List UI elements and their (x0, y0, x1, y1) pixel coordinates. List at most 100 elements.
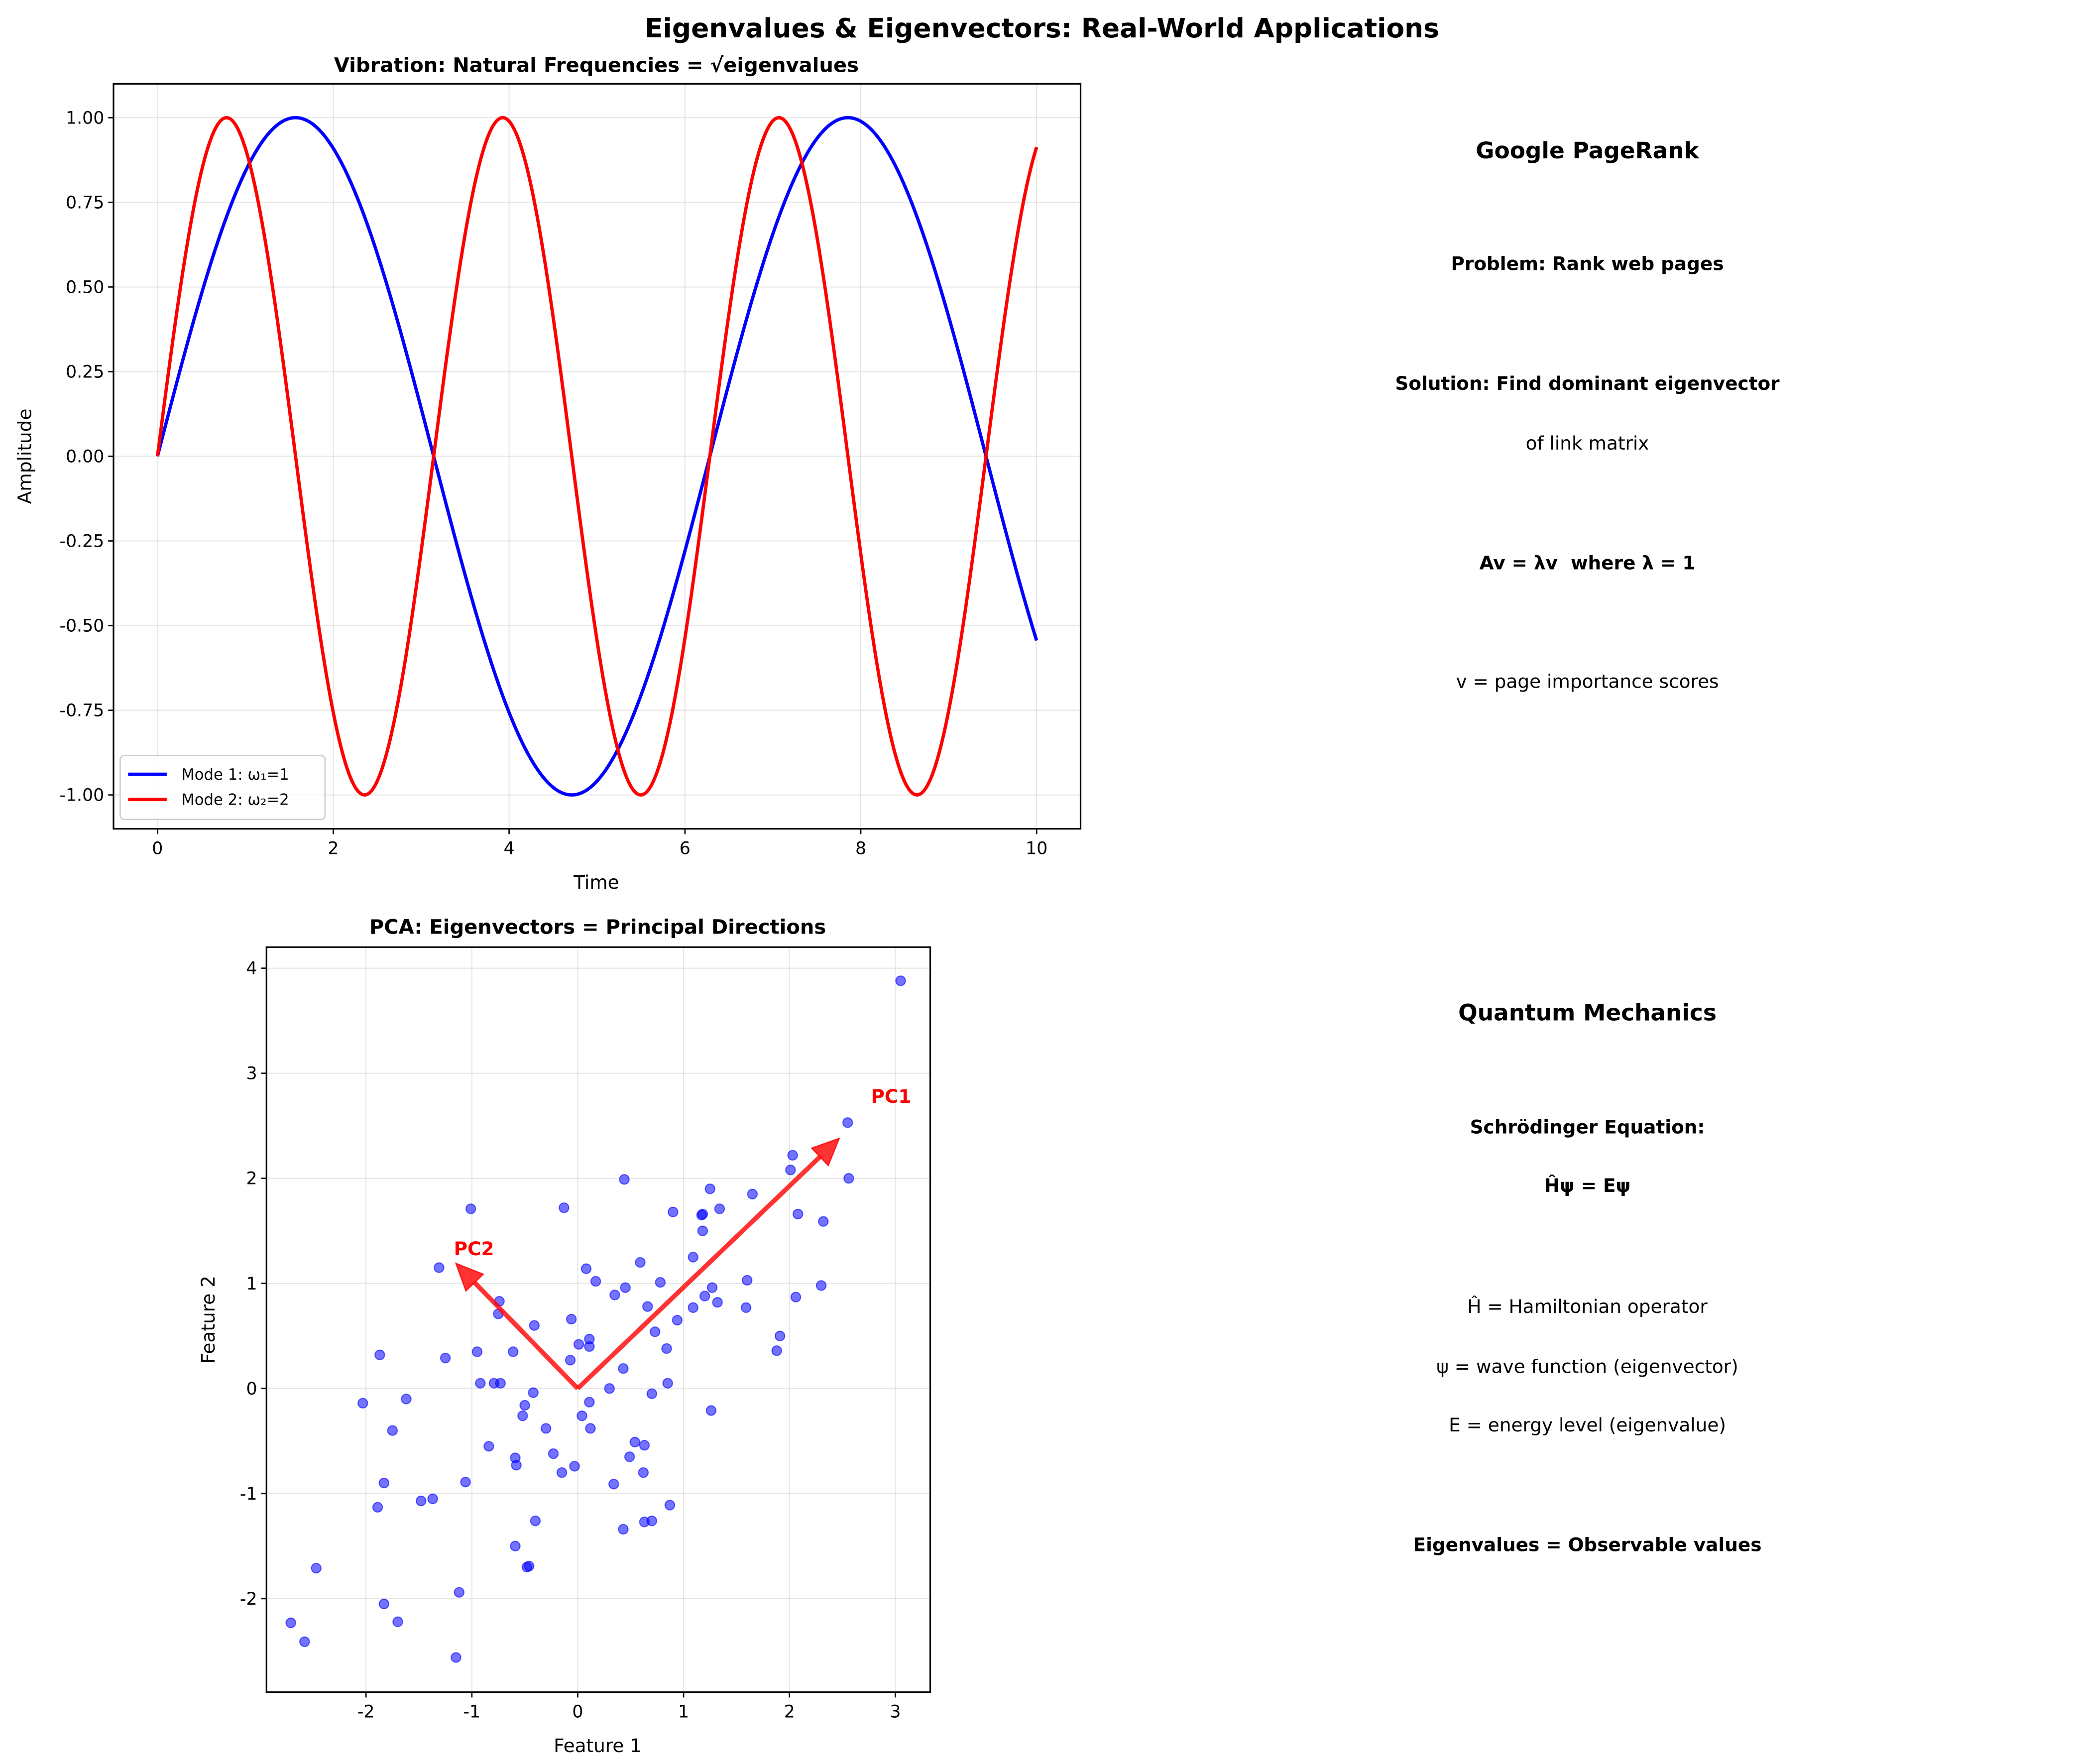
data-point (460, 1476, 471, 1488)
data-point (471, 1346, 483, 1357)
data-point (790, 1292, 802, 1302)
quantum-panel: Quantum Mechanics Schrödinger Equation: … (1413, 999, 1762, 1555)
x-tick-label: 6 (680, 838, 691, 858)
x-tick-label: 0 (152, 838, 163, 858)
data-point (530, 1516, 541, 1527)
data-point (618, 1524, 629, 1535)
data-point (639, 1440, 650, 1451)
y-tick-label: 2 (246, 1169, 257, 1189)
data-point (475, 1378, 486, 1389)
data-point (712, 1297, 723, 1308)
x-tick-label: 2 (328, 838, 339, 858)
y-tick-label: -1.00 (59, 786, 104, 806)
series-line-mode1 (156, 116, 1038, 797)
data-point (451, 1652, 461, 1663)
x-tick-label: -1 (463, 1702, 480, 1722)
x-tick-label: 10 (1026, 838, 1047, 858)
vibration-plot-title: Vibration: Natural Frequencies = √eigenv… (334, 54, 859, 77)
data-point (793, 1208, 804, 1220)
pagerank-problem: Problem: Rank web pages (1451, 252, 1724, 274)
data-point (590, 1276, 601, 1287)
pagerank-solution: Solution: Find dominant eigenvector (1395, 372, 1780, 394)
data-point (688, 1302, 698, 1313)
data-point (401, 1394, 412, 1405)
data-point (580, 1263, 592, 1274)
quantum-psi-def: ψ = wave function (eigenvector) (1436, 1355, 1738, 1377)
data-point (387, 1425, 398, 1436)
data-point (495, 1378, 506, 1389)
data-point (664, 1500, 676, 1511)
y-tick-label: 4 (246, 959, 257, 979)
data-point (688, 1252, 698, 1263)
pagerank-equation: Av = λv where λ = 1 (1480, 552, 1696, 574)
data-point (584, 1341, 595, 1352)
data-point (650, 1326, 661, 1337)
data-point (747, 1188, 758, 1200)
y-tick-label: -0.50 (59, 616, 104, 636)
y-tick-label: -0.25 (59, 532, 104, 552)
data-point (311, 1562, 322, 1574)
data-point (774, 1330, 786, 1341)
series-line-mode2 (155, 116, 1038, 797)
data-point (569, 1461, 580, 1472)
data-point (706, 1282, 718, 1293)
y-tick-label: 1 (246, 1274, 257, 1294)
y-tick-label: 0.00 (66, 447, 104, 467)
data-point (662, 1378, 673, 1389)
data-point (655, 1277, 666, 1288)
data-point (771, 1345, 782, 1356)
data-point (584, 1397, 595, 1408)
legend-label-mode1: Mode 1: ω₁=1 (181, 766, 289, 784)
data-point (299, 1636, 310, 1647)
y-tick-label: 0 (246, 1379, 257, 1399)
data-point (392, 1616, 403, 1628)
data-point (529, 1320, 540, 1331)
data-point (566, 1313, 577, 1325)
pca-plot-title: PCA: Eigenvectors = Principal Directions (369, 916, 826, 939)
y-tick-label: -0.75 (59, 701, 104, 721)
x-tick-label: 2 (784, 1702, 795, 1722)
x-tick-label: 1 (678, 1702, 689, 1722)
pca-axes-frame (265, 946, 931, 1693)
data-point (548, 1448, 559, 1459)
data-point (511, 1460, 522, 1471)
data-point (508, 1346, 519, 1357)
data-point (697, 1208, 708, 1220)
data-point (705, 1405, 717, 1416)
data-point (528, 1387, 539, 1398)
x-tick-label: 4 (504, 838, 515, 858)
data-point (427, 1493, 438, 1505)
data-point (440, 1352, 451, 1364)
pagerank-meaning: v = page importance scores (1456, 670, 1719, 692)
data-point (818, 1216, 829, 1227)
y-tick-label: 3 (246, 1064, 257, 1084)
data-point (787, 1150, 798, 1161)
data-point (465, 1203, 476, 1214)
x-tick-label: 8 (855, 838, 866, 858)
data-point (573, 1339, 584, 1350)
data-point (483, 1441, 494, 1452)
data-point (704, 1183, 715, 1194)
legend-label-mode2: Mode 2: ω₂=2 (181, 791, 289, 809)
legend[interactable]: Mode 1: ω₁=1 Mode 2: ω₂=2 (119, 755, 326, 821)
y-tick-label: 0.75 (66, 193, 104, 213)
data-point (843, 1173, 854, 1184)
x-tick-label: 3 (890, 1702, 901, 1722)
data-point (523, 1560, 535, 1572)
data-point (895, 975, 906, 986)
data-point (372, 1502, 383, 1513)
pagerank-panel: Google PageRank Problem: Rank web pages … (1395, 137, 1780, 692)
data-point (585, 1423, 596, 1434)
quantum-heading: Quantum Mechanics (1458, 999, 1717, 1026)
data-point (609, 1290, 620, 1300)
y-tick-label: -2 (240, 1589, 257, 1609)
data-point (454, 1587, 464, 1598)
x-tick-label: -2 (357, 1702, 375, 1722)
y-tick-label: 0.25 (66, 362, 104, 382)
vibration-xlabel: Time (573, 871, 619, 893)
data-point (378, 1478, 389, 1489)
data-point (374, 1349, 385, 1360)
data-point (699, 1291, 710, 1301)
data-point (618, 1363, 629, 1374)
data-point (540, 1423, 552, 1434)
